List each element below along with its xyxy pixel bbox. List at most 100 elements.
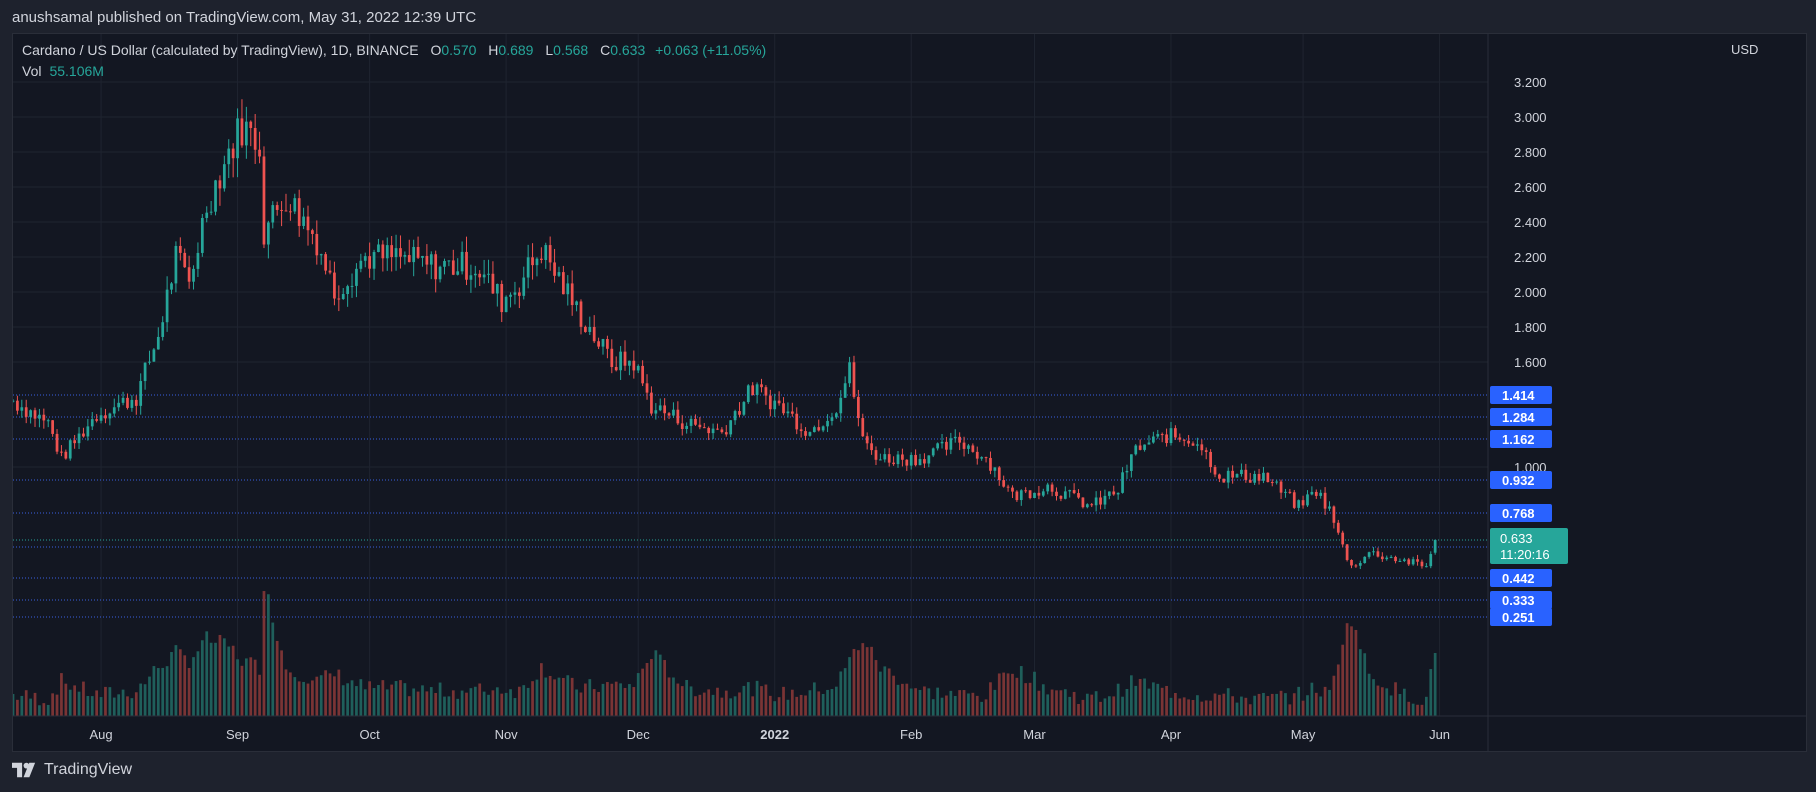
volume-bar [1270, 693, 1274, 716]
volume-bar [724, 690, 728, 716]
level-badge-label: 0.333 [1502, 593, 1535, 608]
candle-body [170, 283, 173, 290]
level-badge [1490, 504, 1552, 522]
volume-bar [1112, 696, 1116, 716]
candle-body [227, 148, 231, 165]
volume-bar [90, 696, 94, 716]
volume-bar [1063, 689, 1067, 716]
candle-body [33, 410, 37, 419]
volume-bar [517, 686, 521, 716]
volume-bar [707, 689, 711, 716]
volume-bar [284, 669, 288, 716]
volume-bar [566, 675, 570, 716]
candle-body [773, 400, 777, 410]
candle-body [1297, 500, 1301, 508]
volume-bar [152, 666, 156, 716]
volume-bar [945, 695, 948, 716]
candle-body [1319, 492, 1323, 496]
volume-bar [368, 681, 372, 716]
candle-body [1394, 556, 1397, 562]
candle-body [623, 351, 627, 366]
candle-body [443, 260, 446, 267]
candle-body [1015, 491, 1019, 501]
candle-body [319, 254, 323, 256]
volume-bar [685, 679, 689, 716]
currency-label[interactable]: USD [1731, 42, 1759, 57]
candle-body [350, 285, 354, 287]
volume-bar [1319, 696, 1323, 716]
candle-body [1204, 450, 1208, 452]
volume-bar [588, 679, 592, 716]
volume-bar [1332, 675, 1336, 716]
volume-bar [200, 640, 204, 716]
candle-body [1094, 497, 1098, 506]
candle-body [1367, 552, 1371, 557]
level-badge-label: 1.162 [1502, 432, 1535, 447]
chart-frame[interactable]: 3.200 3.000 2.800 2.600 2.400 2.200 2.000 1.800… [12, 33, 1807, 752]
volume-bar [1085, 693, 1089, 716]
candle-body [73, 440, 77, 444]
volume-bar [1213, 693, 1217, 716]
candle-body [90, 419, 94, 427]
candle-body [852, 362, 856, 397]
candle-body [214, 180, 217, 212]
candle-body [1143, 444, 1146, 450]
candle-body [390, 245, 394, 258]
candle-body [826, 420, 829, 427]
candle-body [1253, 473, 1257, 483]
volume-bar [623, 687, 627, 716]
candle-body [1323, 492, 1327, 509]
volume-bar [421, 685, 424, 716]
volume-bar [434, 693, 438, 716]
volume-bar [852, 648, 856, 716]
candle-body [517, 292, 521, 296]
candle-body [764, 387, 768, 396]
candle-body [1107, 491, 1111, 496]
volume-bar [1231, 696, 1234, 716]
candle-body [13, 400, 15, 402]
candle-body [244, 121, 248, 146]
candle-body [289, 211, 292, 213]
candle-body [1424, 566, 1428, 568]
candle-body [1266, 472, 1270, 483]
volume-bar [333, 676, 336, 716]
candle-body [680, 423, 684, 429]
volume-bar [240, 665, 244, 716]
candle-body [99, 415, 103, 421]
candle-body [1002, 480, 1006, 487]
x-tick-label: Jun [1429, 727, 1450, 742]
ohlc-legend: Cardano / US Dollar (calculated by Tradi… [22, 42, 766, 58]
candle-body [1112, 491, 1116, 495]
volume-bar [702, 692, 706, 716]
y-tick-label: 1.800 [1514, 320, 1547, 335]
volume-bar [795, 696, 799, 716]
volume-bar [887, 668, 891, 716]
volume-bar [1363, 653, 1367, 716]
volume-bar [377, 685, 380, 716]
volume-bar [1174, 692, 1177, 716]
volume-bar [557, 677, 561, 716]
volume-bar [1262, 692, 1265, 716]
candle-body [205, 212, 209, 218]
candle-body [1041, 491, 1045, 496]
volume-bar [267, 594, 270, 716]
volume-bar [672, 677, 675, 716]
volume-bar [632, 687, 636, 716]
level-badge-label: 1.414 [1502, 388, 1535, 403]
volume-bar [562, 677, 565, 716]
volume-bar [117, 694, 121, 716]
candle-body [1301, 500, 1305, 506]
candle-body [1090, 504, 1094, 506]
volume-bar [363, 689, 367, 716]
price-chart[interactable]: 3.200 3.000 2.800 2.600 2.400 2.200 2.000 1.800… [13, 34, 1806, 751]
volume-bar [1050, 689, 1054, 716]
volume-bar [1169, 697, 1173, 716]
candle-body [918, 459, 922, 466]
candle-body [341, 294, 345, 300]
candle-body [1306, 494, 1309, 506]
volume-bar [667, 677, 671, 716]
level-badge-label: 0.442 [1502, 571, 1535, 586]
candle-body [24, 407, 28, 417]
candle-body [1257, 473, 1261, 481]
candle-body [544, 245, 548, 260]
